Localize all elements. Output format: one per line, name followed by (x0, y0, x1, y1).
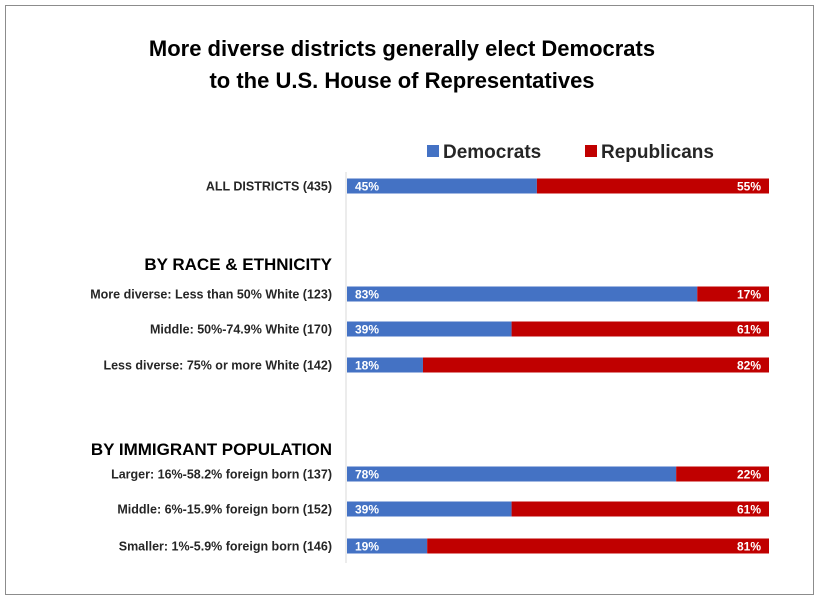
legend-label-republicans: Republicans (601, 142, 714, 163)
section-heading-immigrant: BY IMMIGRANT POPULATION (91, 440, 332, 459)
category-label: Less diverse: 75% or more White (142) (103, 359, 332, 373)
value-label-republicans: 61% (737, 503, 761, 517)
bar-republicans (511, 501, 769, 517)
bar-democrats (347, 321, 512, 337)
value-label-republicans: 17% (737, 288, 761, 302)
chart-title-line-1: More diverse districts generally elect D… (149, 36, 655, 61)
bar-democrats (347, 286, 698, 302)
value-label-democrats: 18% (355, 359, 379, 373)
value-label-republicans: 82% (737, 359, 761, 373)
bar-democrats (347, 357, 423, 373)
bar-republicans (676, 466, 769, 482)
value-label-democrats: 83% (355, 288, 379, 302)
value-label-democrats: 39% (355, 503, 379, 517)
category-label: ALL DISTRICTS (435) (206, 180, 332, 194)
legend-label-democrats: Democrats (443, 142, 541, 163)
value-label-republicans: 55% (737, 180, 761, 194)
bar-republicans (422, 357, 769, 373)
bar-group: ALL DISTRICTS (435) 45% 55% More diverse: L… (90, 178, 769, 554)
bar-democrats (347, 178, 537, 194)
bar-democrats (347, 538, 428, 554)
value-label-republicans: 61% (737, 323, 761, 337)
value-label-democrats: 19% (355, 540, 379, 554)
category-label: More diverse: Less than 50% White (123) (90, 288, 332, 302)
value-label-republicans: 81% (737, 540, 761, 554)
bar-republicans (697, 286, 769, 302)
category-label: Larger: 16%-58.2% foreign born (137) (111, 468, 332, 482)
category-label: Smaller: 1%-5.9% foreign born (146) (119, 540, 332, 554)
bar-democrats (347, 466, 677, 482)
chart-frame (5, 5, 814, 595)
value-label-democrats: 78% (355, 468, 379, 482)
bar-democrats (347, 501, 512, 517)
bar-republicans (427, 538, 769, 554)
bar-republicans (536, 178, 769, 194)
legend-swatch-republicans (585, 145, 597, 157)
value-label-democrats: 45% (355, 180, 379, 194)
category-label: Middle: 50%-74.9% White (170) (150, 323, 332, 337)
value-label-democrats: 39% (355, 323, 379, 337)
legend-swatch-democrats (427, 145, 439, 157)
chart-title-line-2: to the U.S. House of Representatives (209, 68, 594, 93)
bar-republicans (511, 321, 769, 337)
section-heading-race: BY RACE & ETHNICITY (144, 255, 332, 274)
category-label: Middle: 6%-15.9% foreign born (152) (117, 503, 332, 517)
value-label-republicans: 22% (737, 468, 761, 482)
